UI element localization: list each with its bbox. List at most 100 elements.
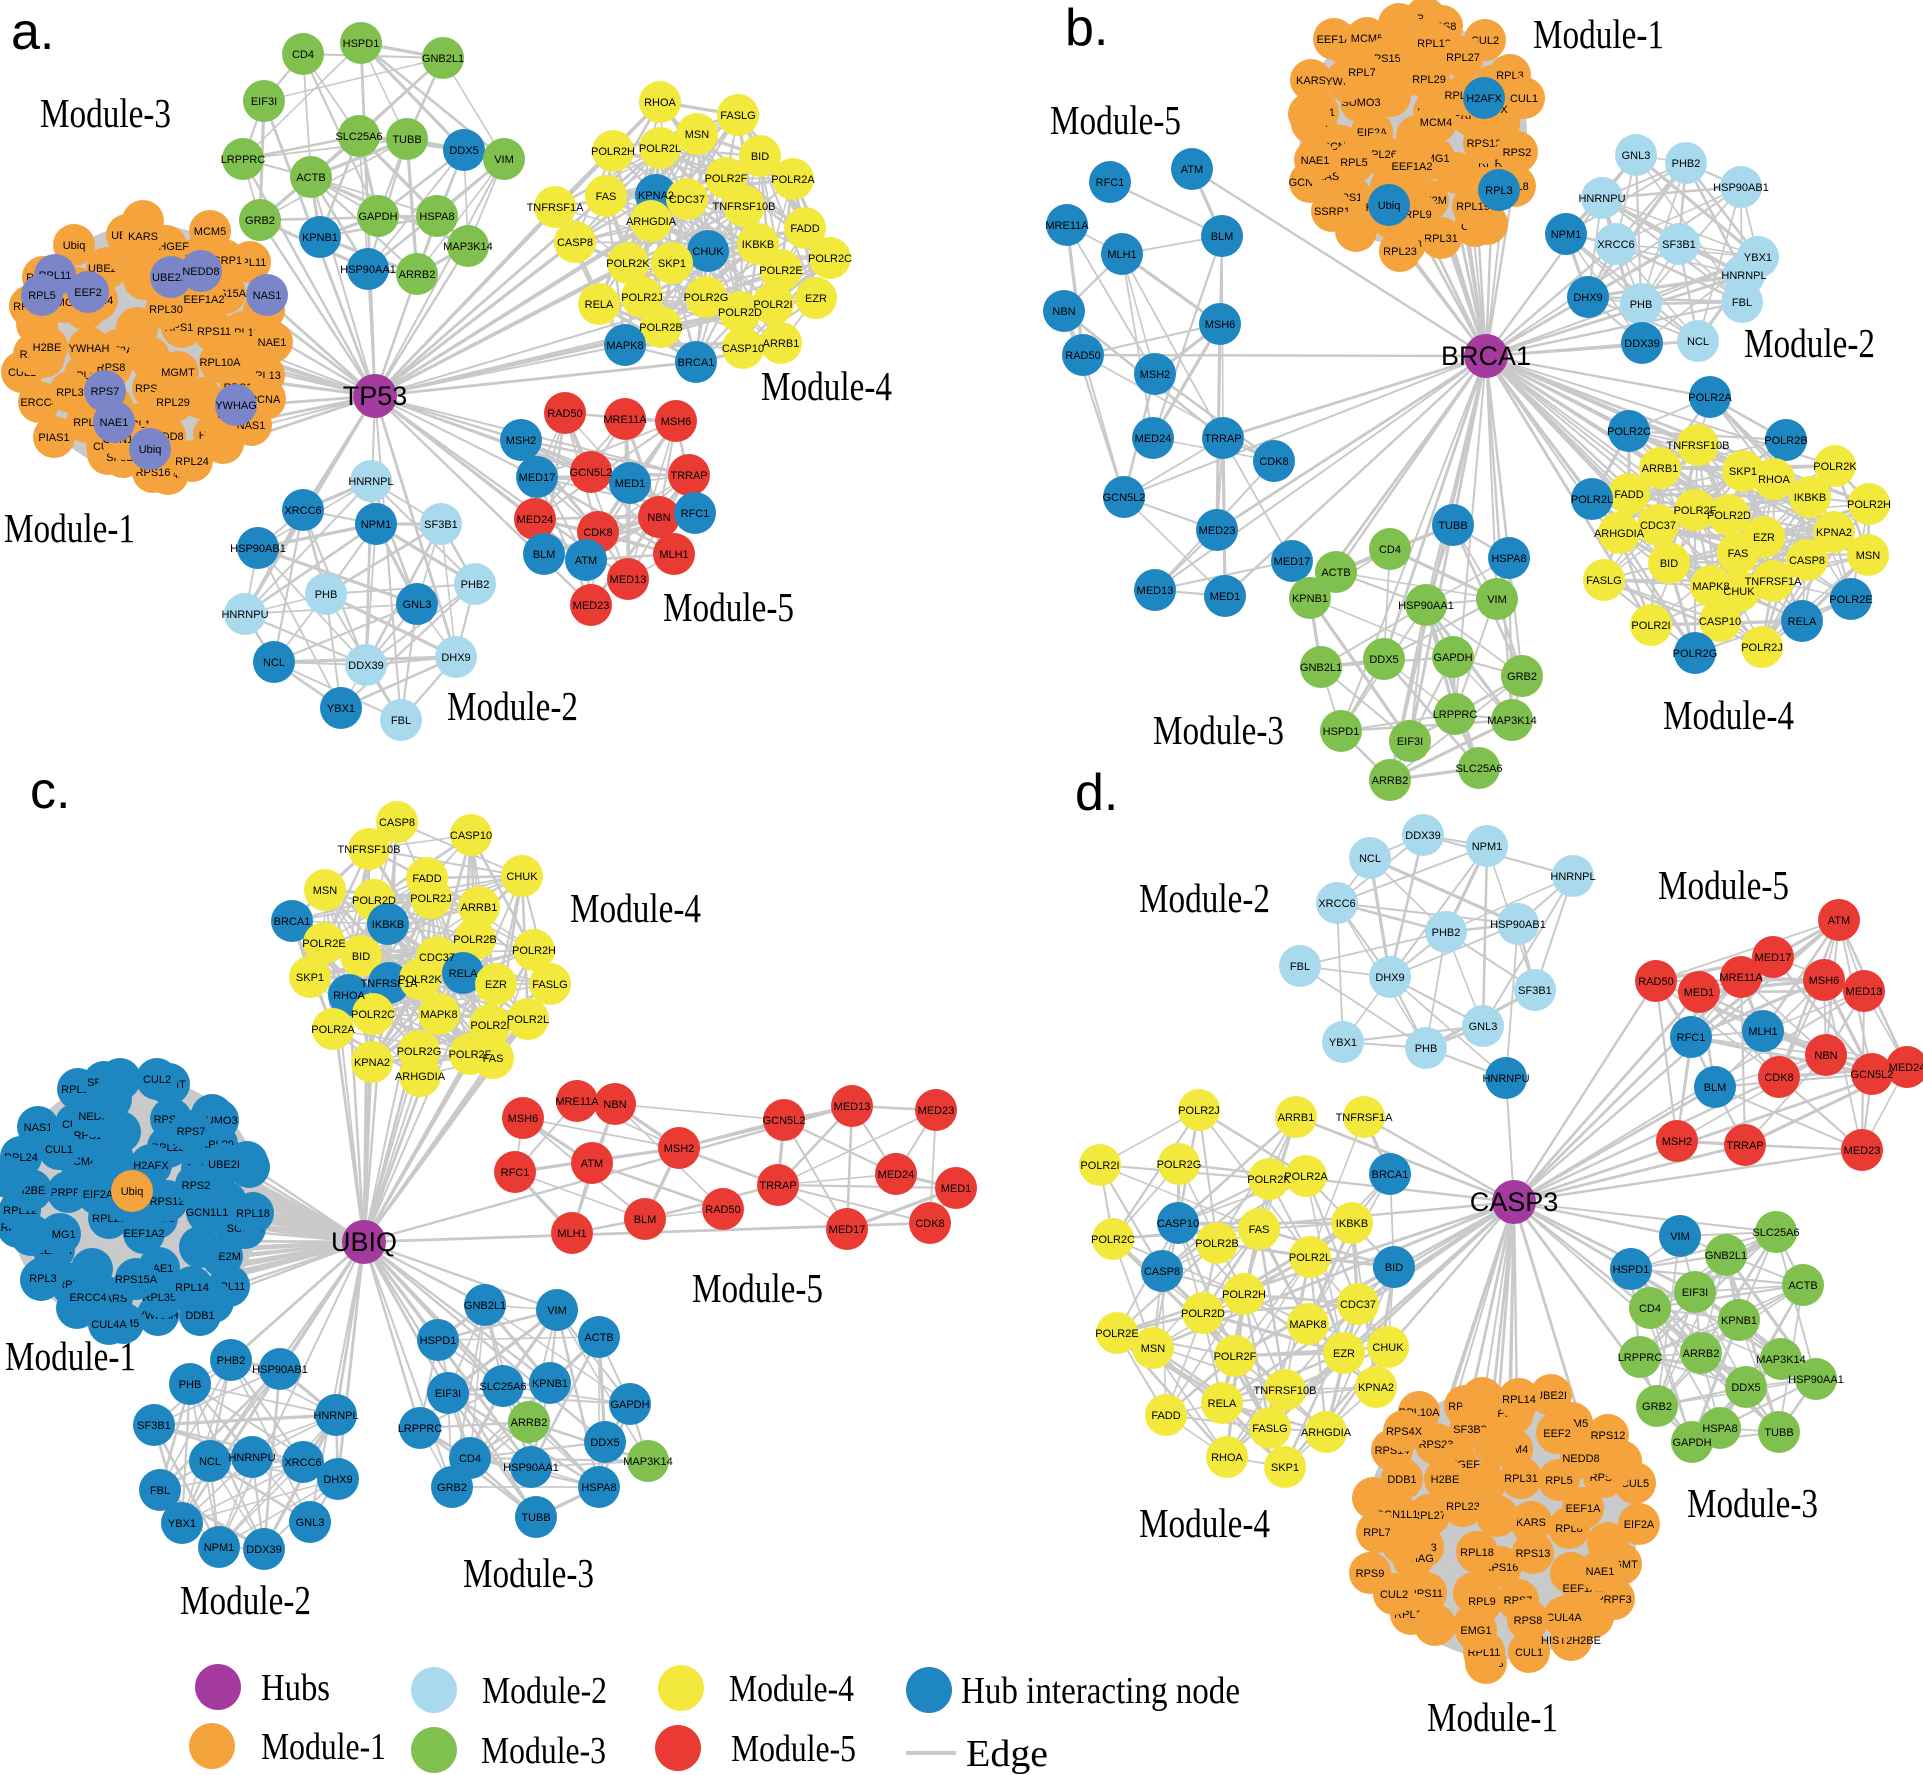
svg-text:Ubiq: Ubiq: [121, 1186, 144, 1198]
svg-text:CUL4A: CUL4A: [1546, 1612, 1582, 1624]
svg-text:Module-2: Module-2: [447, 683, 578, 729]
svg-text:DDX5: DDX5: [1369, 654, 1398, 666]
svg-text:RPS12: RPS12: [1467, 138, 1502, 150]
svg-text:GRB2: GRB2: [437, 1482, 467, 1494]
svg-text:a.: a.: [11, 3, 54, 61]
svg-text:FAS: FAS: [596, 191, 617, 203]
svg-text:HSP90AB1: HSP90AB1: [1713, 182, 1769, 194]
svg-text:PRPF3: PRPF3: [50, 1187, 85, 1199]
svg-text:BRCA1: BRCA1: [678, 357, 715, 369]
svg-text:NCL: NCL: [199, 1456, 221, 1468]
svg-text:SF3B1: SF3B1: [137, 1420, 171, 1432]
svg-text:MSH2: MSH2: [506, 435, 537, 447]
svg-text:VIM: VIM: [1670, 1231, 1690, 1243]
svg-text:KARS: KARS: [1296, 75, 1326, 87]
svg-text:ARHGDIA: ARHGDIA: [395, 1071, 446, 1083]
svg-text:RPL12: RPL12: [1417, 38, 1451, 50]
svg-text:CASP3: CASP3: [1470, 1187, 1559, 1217]
svg-text:POLR2G: POLR2G: [397, 1046, 442, 1058]
svg-text:RELA: RELA: [1788, 616, 1817, 628]
svg-text:TUBB: TUBB: [521, 1512, 550, 1524]
svg-text:Module-4: Module-4: [729, 1668, 854, 1710]
svg-text:RPL3: RPL3: [56, 387, 84, 399]
svg-text:POLR2B: POLR2B: [639, 322, 682, 334]
svg-text:MSN: MSN: [1856, 550, 1881, 562]
svg-text:GNL3: GNL3: [1469, 1021, 1498, 1033]
svg-text:CDC37: CDC37: [419, 952, 455, 964]
svg-text:CASP8: CASP8: [1789, 555, 1825, 567]
svg-text:TNFRSF1A: TNFRSF1A: [1336, 1112, 1394, 1124]
svg-text:MLH1: MLH1: [557, 1228, 586, 1240]
svg-text:ARHGDIA: ARHGDIA: [626, 216, 677, 228]
svg-text:PRPF3: PRPF3: [1596, 1594, 1631, 1606]
svg-text:HSP90AB1: HSP90AB1: [1490, 919, 1546, 931]
svg-text:MED1: MED1: [615, 478, 646, 490]
svg-text:FADD: FADD: [790, 223, 819, 235]
svg-text:FAS: FAS: [1728, 548, 1749, 560]
svg-text:BID: BID: [1385, 1262, 1403, 1274]
svg-text:NAE1: NAE1: [1301, 155, 1330, 167]
svg-text:CDC37: CDC37: [1340, 1299, 1376, 1311]
svg-text:XRCC6: XRCC6: [1597, 239, 1634, 251]
svg-text:CUL2: CUL2: [143, 1074, 171, 1086]
svg-text:ACTB: ACTB: [1321, 567, 1350, 579]
svg-text:SF3B1: SF3B1: [424, 519, 458, 531]
svg-text:PHB: PHB: [179, 1379, 202, 1391]
svg-text:EZR: EZR: [1333, 1348, 1355, 1360]
svg-text:GNL3: GNL3: [296, 1517, 325, 1529]
svg-text:MED17: MED17: [1274, 556, 1311, 568]
svg-text:RPS7: RPS7: [91, 386, 120, 398]
svg-text:NCL: NCL: [1359, 853, 1381, 865]
svg-text:CUL1: CUL1: [1510, 93, 1538, 105]
svg-text:FBL: FBL: [1290, 961, 1310, 973]
svg-text:RPL18: RPL18: [1460, 1547, 1494, 1559]
svg-text:HSPA8: HSPA8: [419, 211, 454, 223]
svg-text:CUL2: CUL2: [1380, 1589, 1408, 1601]
svg-text:TNFRSF10B: TNFRSF10B: [713, 201, 776, 213]
svg-text:MGMT: MGMT: [161, 367, 195, 379]
svg-text:RHOA: RHOA: [333, 990, 365, 1002]
svg-text:EZR: EZR: [805, 293, 827, 305]
svg-text:RPL31: RPL31: [1424, 233, 1458, 245]
svg-text:YBX1: YBX1: [327, 703, 355, 715]
svg-text:CASP8: CASP8: [379, 817, 415, 829]
svg-text:EIF3I: EIF3I: [1397, 736, 1423, 748]
svg-text:RPS9: RPS9: [1356, 1568, 1385, 1580]
svg-text:ACTB: ACTB: [296, 172, 325, 184]
svg-text:FADD: FADD: [1151, 1410, 1180, 1422]
svg-text:SLC25A6: SLC25A6: [1752, 1227, 1799, 1239]
svg-text:EZR: EZR: [485, 979, 507, 991]
svg-text:GAPDH: GAPDH: [1672, 1437, 1711, 1449]
svg-text:HSPD1: HSPD1: [420, 1335, 457, 1347]
svg-text:MED17: MED17: [519, 472, 556, 484]
svg-text:YBX1: YBX1: [1744, 252, 1772, 264]
svg-text:NBN: NBN: [603, 1099, 626, 1111]
svg-text:RAD50: RAD50: [705, 1204, 740, 1216]
svg-text:POLR2F: POLR2F: [449, 1049, 492, 1061]
svg-text:POLR2I: POLR2I: [1080, 1160, 1119, 1172]
svg-text:POLR2H: POLR2H: [1847, 499, 1891, 511]
svg-text:MED13: MED13: [1846, 986, 1883, 998]
svg-text:POLR2C: POLR2C: [1091, 1234, 1135, 1246]
svg-text:ARRB2: ARRB2: [399, 269, 436, 281]
svg-text:RPL5: RPL5: [1340, 157, 1368, 169]
svg-text:ARRB2: ARRB2: [1683, 1348, 1720, 1360]
svg-text:HNRNPU: HNRNPU: [228, 1452, 275, 1464]
svg-text:POLR2J: POLR2J: [1741, 642, 1783, 654]
svg-text:EEF1A2: EEF1A2: [124, 1228, 165, 1240]
svg-text:HSP90AA1: HSP90AA1: [1398, 600, 1454, 612]
svg-text:RPL27: RPL27: [1446, 52, 1480, 64]
svg-text:Ubiq: Ubiq: [1378, 200, 1401, 212]
svg-text:MRE11A: MRE11A: [603, 414, 647, 426]
svg-text:NPM1: NPM1: [1551, 229, 1582, 241]
svg-text:CASP8: CASP8: [1144, 1266, 1180, 1278]
svg-text:KARS: KARS: [128, 231, 158, 243]
svg-text:TRRAP: TRRAP: [759, 1180, 796, 1192]
svg-text:CD4: CD4: [292, 49, 314, 61]
svg-text:MSH6: MSH6: [661, 416, 692, 428]
svg-text:POLR2I: POLR2I: [753, 299, 792, 311]
svg-text:RPL30: RPL30: [149, 304, 183, 316]
svg-text:RPL10A: RPL10A: [200, 357, 242, 369]
svg-text:RPS15A: RPS15A: [115, 1274, 158, 1286]
svg-text:LRPPRC: LRPPRC: [398, 1423, 443, 1435]
